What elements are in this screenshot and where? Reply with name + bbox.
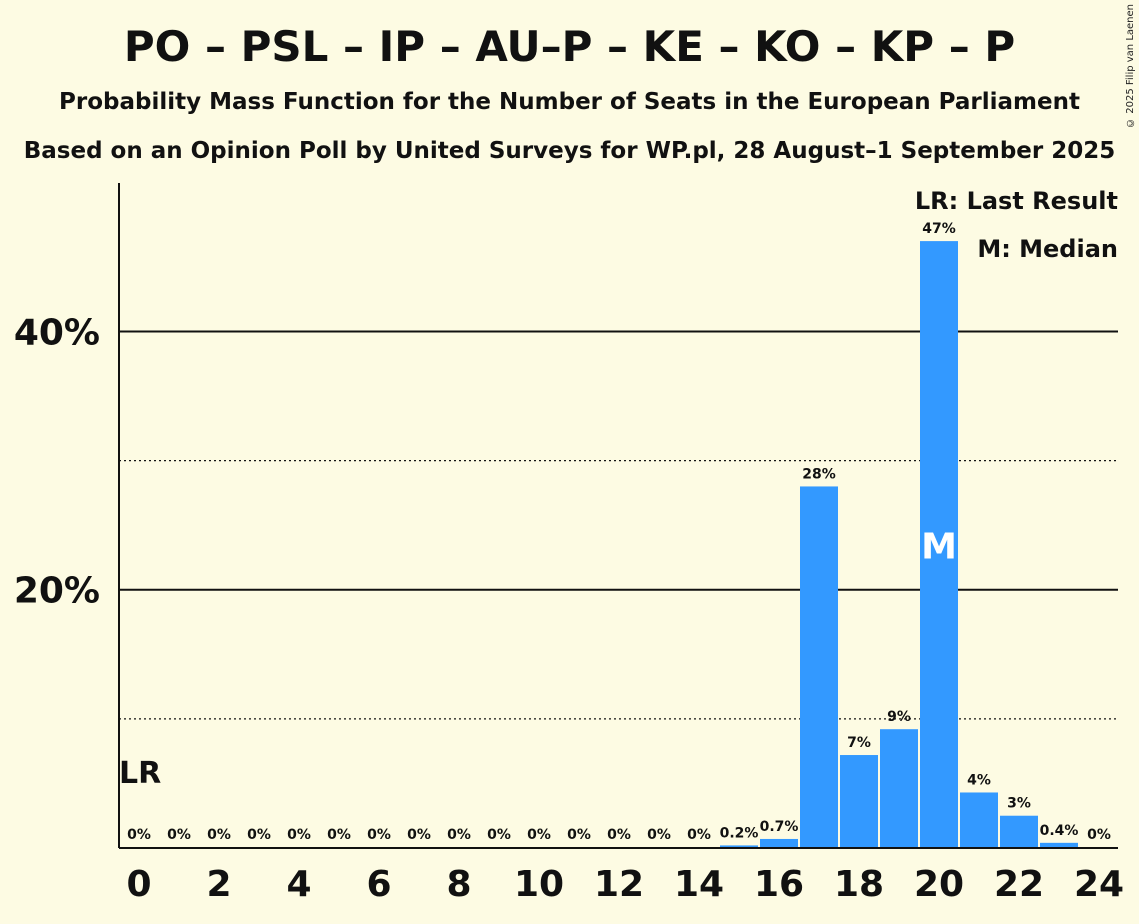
data-label: 0%: [167, 827, 191, 843]
data-label: 0%: [287, 827, 311, 843]
data-label: 0%: [527, 827, 551, 843]
y-tick-label: 40%: [14, 312, 100, 353]
data-label: 3%: [1007, 796, 1031, 812]
y-tick-label: 20%: [14, 571, 100, 612]
x-tick-label: 8: [446, 864, 471, 905]
data-label: 0%: [1087, 827, 1111, 843]
bar-seat-20: [920, 241, 958, 848]
data-label: 0%: [447, 827, 471, 843]
chart-subtitle: Probability Mass Function for the Number…: [59, 89, 1080, 115]
data-label: 7%: [847, 735, 871, 751]
data-label: 47%: [922, 221, 956, 237]
axis-layer: 20%40%0 2 4 6 8 10 12 14 16 18 20 22 24: [14, 183, 1124, 905]
data-label: 0%: [327, 827, 351, 843]
x-tick-label: 20: [914, 864, 964, 905]
x-tick-label: 0: [126, 864, 151, 905]
bars-layer: [720, 241, 1078, 848]
bar-seat-22: [1000, 815, 1038, 848]
bar-seat-16: [760, 838, 798, 848]
data-label: 28%: [802, 466, 836, 482]
data-label: 0%: [687, 827, 711, 843]
data-label: 0%: [647, 827, 671, 843]
data-label: 0%: [487, 827, 511, 843]
data-label: 4%: [967, 772, 991, 788]
x-tick-label: 18: [834, 864, 884, 905]
data-label: 0%: [127, 827, 151, 843]
x-tick-label: 22: [994, 864, 1044, 905]
legend-median: M: Median: [977, 235, 1118, 263]
x-tick-label: 10: [514, 864, 564, 905]
data-label: 0%: [207, 827, 231, 843]
median-marker: M: [921, 527, 957, 568]
x-tick-label: 14: [674, 864, 724, 905]
data-label: 0%: [247, 827, 271, 843]
legend-last-result: LR: Last Result: [915, 187, 1118, 215]
data-label: 0%: [607, 827, 631, 843]
bar-seat-17: [800, 486, 838, 848]
x-tick-label: 16: [754, 864, 804, 905]
data-label: 9%: [887, 709, 911, 725]
x-tick-label: 24: [1074, 864, 1124, 905]
chart-title: PO – PSL – IP – AU–P – KE – KO – KP – P: [123, 22, 1016, 71]
bar-seat-18: [840, 755, 878, 848]
x-tick-label: 2: [206, 864, 231, 905]
bar-seat-23: [1040, 842, 1078, 848]
data-label: 0%: [407, 827, 431, 843]
data-label: 0%: [567, 827, 591, 843]
bar-seat-21: [960, 792, 998, 848]
last-result-marker: LR: [119, 756, 161, 791]
x-tick-label: 4: [286, 864, 311, 905]
data-label: 0.4%: [1040, 823, 1079, 839]
data-label: 0.2%: [720, 825, 759, 841]
x-tick-label: 12: [594, 864, 644, 905]
chart-source: Based on an Opinion Poll by United Surve…: [23, 138, 1116, 164]
bar-seat-15: [720, 845, 758, 848]
bar-seat-19: [880, 729, 918, 848]
grid-layer: [119, 330, 1118, 720]
labels-layer: 0% LR 0% 0% 0% 0% 0% 0% 0% 0% 0% 0% 0% 0% 0% 0% 0.2% 0.7%…: [119, 221, 1111, 843]
x-tick-label: 6: [366, 864, 391, 905]
data-label: 0.7%: [760, 819, 799, 835]
data-label: 0%: [367, 827, 391, 843]
